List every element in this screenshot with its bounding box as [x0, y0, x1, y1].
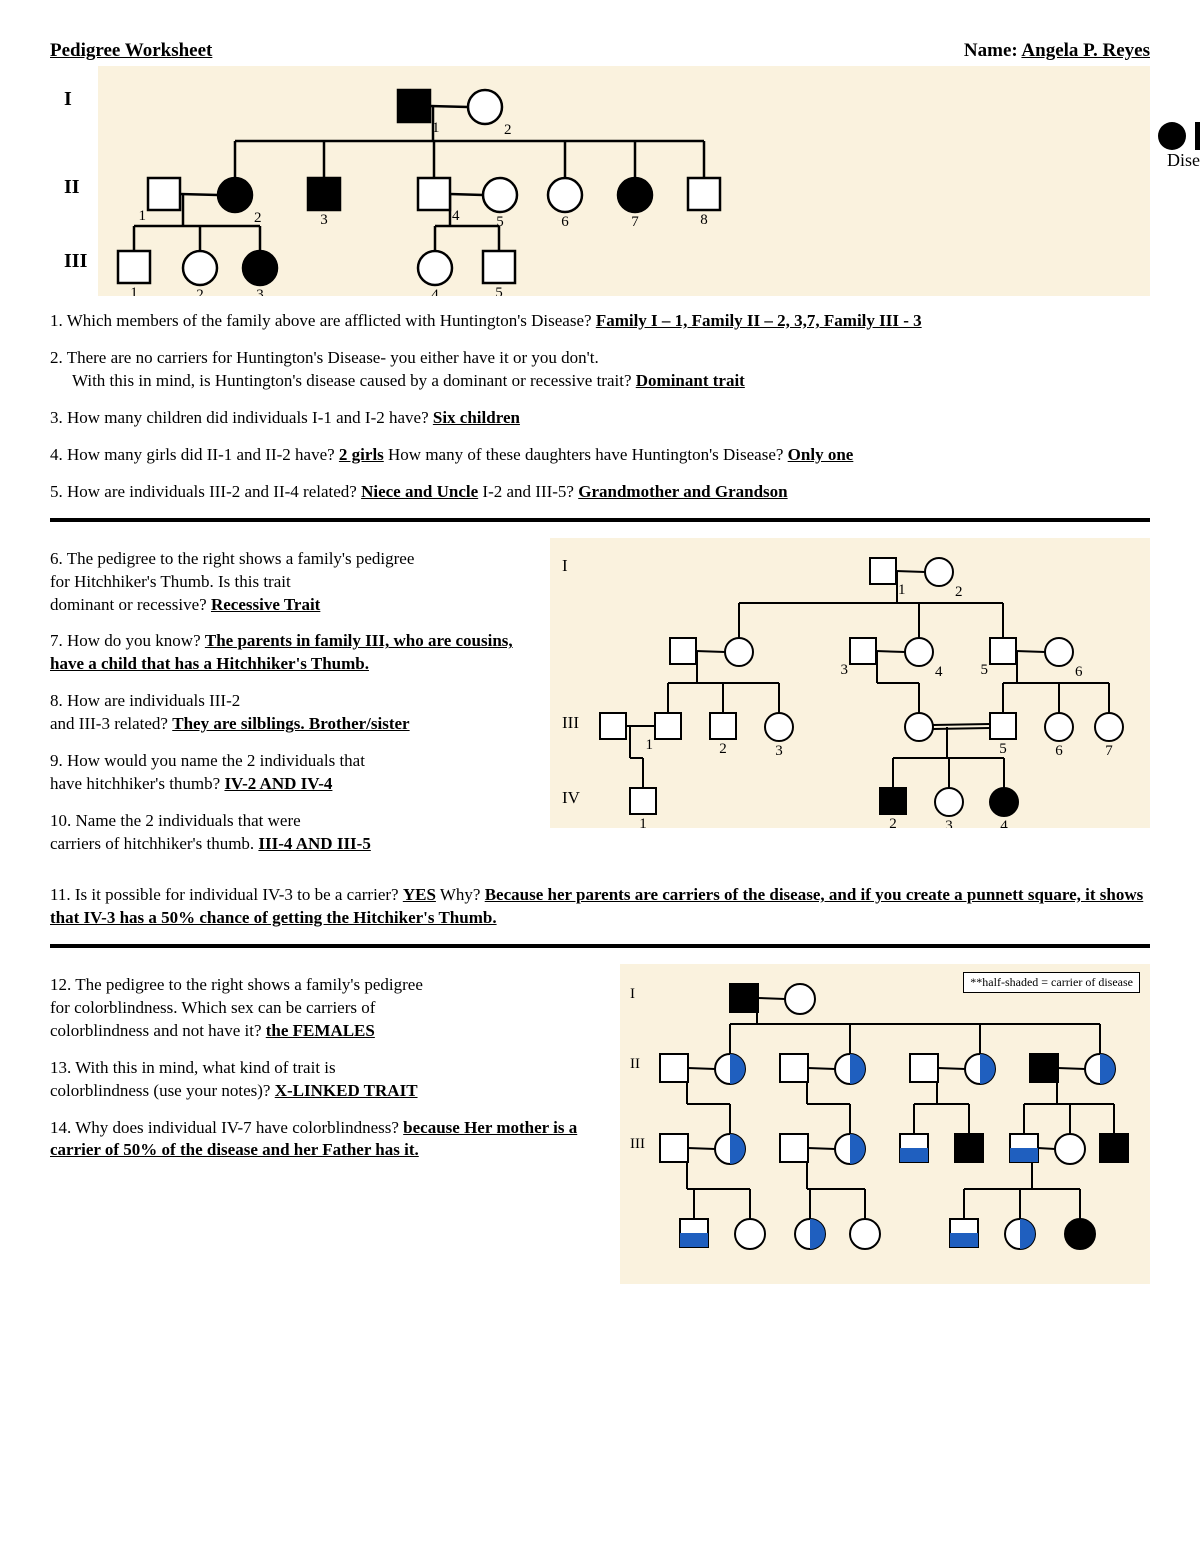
pedigree-chart-1: I II III 121234567812345 = Huntington's …: [98, 66, 1150, 296]
svg-text:3: 3: [256, 287, 264, 296]
svg-text:6: 6: [1075, 664, 1083, 680]
svg-text:1: 1: [139, 208, 147, 224]
question-13: 13. With this in mind, what kind of trai…: [50, 1057, 608, 1103]
gen-label: I: [562, 556, 568, 576]
question-12: 12. The pedigree to the right shows a fa…: [50, 974, 608, 1043]
question-6: 6. The pedigree to the right shows a fam…: [50, 548, 538, 617]
svg-text:3: 3: [320, 212, 328, 228]
svg-text:1: 1: [646, 737, 654, 753]
svg-text:6: 6: [561, 214, 569, 230]
svg-text:3: 3: [945, 818, 953, 828]
svg-text:3: 3: [775, 743, 783, 759]
svg-text:2: 2: [504, 122, 512, 138]
legend-square-icon: [1195, 122, 1200, 150]
svg-text:3: 3: [841, 662, 849, 678]
question-1: 1. Which members of the family above are…: [50, 310, 1150, 333]
divider: [50, 518, 1150, 522]
svg-text:1: 1: [639, 816, 647, 828]
svg-text:5: 5: [496, 214, 504, 230]
legend-half-shaded: **half-shaded = carrier of disease: [963, 972, 1140, 993]
legend-circle-icon: [1158, 122, 1186, 150]
question-9: 9. How would you name the 2 individuals …: [50, 750, 538, 796]
question-2: 2. There are no carriers for Huntington'…: [50, 347, 1150, 393]
svg-text:7: 7: [1105, 743, 1113, 759]
svg-text:2: 2: [719, 741, 727, 757]
svg-text:5: 5: [999, 741, 1007, 757]
svg-text:5: 5: [495, 285, 503, 296]
svg-text:1: 1: [898, 582, 906, 598]
gen-label: III: [630, 1136, 645, 1153]
gen-label: III: [64, 250, 87, 273]
svg-text:2: 2: [254, 210, 262, 226]
question-14: 14. Why does individual IV-7 have colorb…: [50, 1117, 608, 1163]
svg-text:2: 2: [889, 816, 897, 828]
svg-text:4: 4: [452, 208, 460, 224]
gen-label: III: [562, 713, 579, 733]
worksheet-header: Pedigree Worksheet Name: Angela P. Reyes: [50, 40, 1150, 62]
name-field: Name: Angela P. Reyes: [964, 40, 1150, 62]
pedigree-chart-2: 1 2 3 4 5 6 1 2 3 5 6 7 1 2 3 4 I III IV: [550, 538, 1150, 828]
question-8: 8. How are individuals III-2 and III-3 r…: [50, 690, 538, 736]
gen-label: II: [630, 1056, 640, 1073]
svg-text:2: 2: [955, 584, 963, 600]
pedigree-chart-3: **half-shaded = carrier of disease I II …: [620, 964, 1150, 1284]
svg-text:6: 6: [1055, 743, 1063, 759]
svg-text:4: 4: [1000, 818, 1008, 828]
question-10: 10. Name the 2 individuals that were car…: [50, 810, 538, 856]
gen-label: I: [64, 88, 72, 111]
divider: [50, 944, 1150, 948]
svg-text:5: 5: [981, 662, 989, 678]
gen-label: IV: [562, 788, 580, 808]
question-5: 5. How are individuals III-2 and II-4 re…: [50, 481, 1150, 504]
worksheet-title: Pedigree Worksheet: [50, 40, 212, 62]
gen-label: II: [64, 176, 80, 199]
gen-label: I: [630, 986, 635, 1003]
question-11: 11. Is it possible for individual IV-3 t…: [50, 884, 1150, 930]
svg-text:8: 8: [700, 212, 708, 228]
question-3: 3. How many children did individuals I-1…: [50, 407, 1150, 430]
question-7: 7. How do you know? The parents in famil…: [50, 630, 538, 676]
svg-text:2: 2: [196, 287, 204, 296]
svg-text:7: 7: [631, 214, 639, 230]
svg-text:1: 1: [432, 120, 440, 136]
svg-text:1: 1: [130, 285, 138, 296]
legend-huntingtons: = Huntington's Disease: [1158, 122, 1200, 171]
svg-text:4: 4: [935, 664, 943, 680]
question-4: 4. How many girls did II-1 and II-2 have…: [50, 444, 1150, 467]
svg-text:4: 4: [431, 287, 439, 296]
